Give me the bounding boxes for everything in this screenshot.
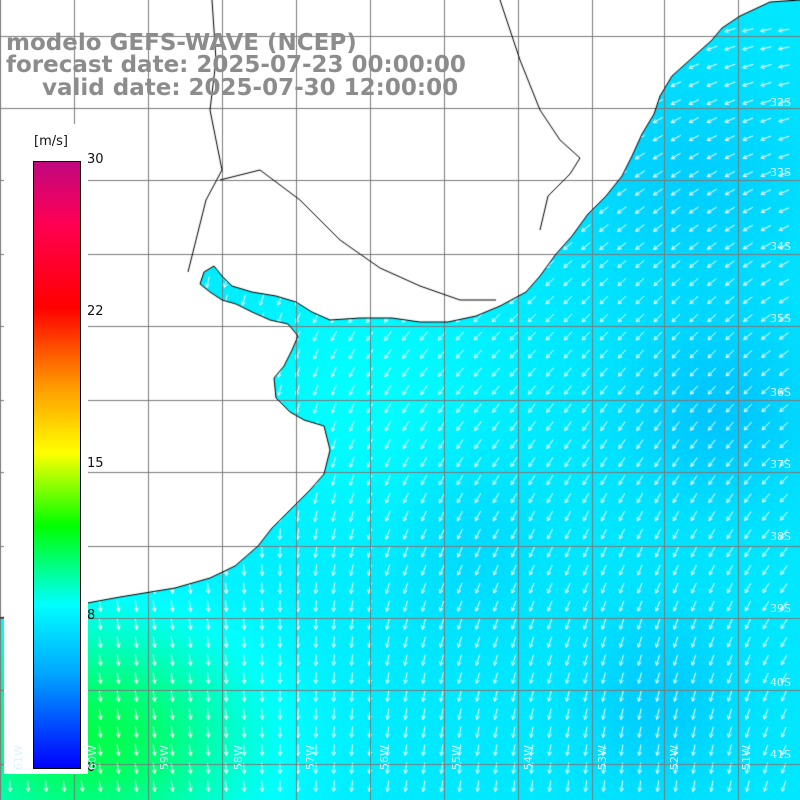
lat-label: 41S [770, 748, 791, 761]
colorbar-unit: [m/s] [34, 134, 68, 149]
lon-label: 51W [740, 745, 753, 770]
model-title: modelo GEFS-WAVE (NCEP) [6, 30, 357, 56]
colorbar-tick-label: 15 [87, 456, 104, 471]
lat-label: 37S [770, 458, 791, 471]
lon-label: 54W [522, 745, 535, 770]
valid-date: valid date: 2025-07-30 12:00:00 [42, 75, 459, 101]
lat-label: 32S [770, 96, 791, 109]
lon-label: 60W [86, 745, 99, 770]
forecast-date: forecast date: 2025-07-23 00:00:00 [6, 52, 466, 78]
lat-label: 38S [770, 530, 791, 543]
lat-label: 39S [770, 602, 791, 615]
lon-label: 61W [12, 745, 25, 770]
colorbar-tick-label: 30 [87, 152, 104, 167]
colorbar-tick-label: 8 [87, 608, 96, 623]
lon-label: 52W [668, 745, 681, 770]
colorbar [33, 161, 81, 769]
colorbar-tick-label: 22 [87, 304, 104, 319]
lat-label: 36S [770, 386, 791, 399]
lat-label: 33S [770, 166, 791, 179]
lon-label: 53W [596, 745, 609, 770]
lon-label: 55W [450, 745, 463, 770]
colorbar-tick-label: 0 [87, 760, 96, 775]
lon-label: 59W [158, 745, 171, 770]
lat-label: 40S [770, 676, 791, 689]
lat-label: 35S [770, 312, 791, 325]
lon-label: 57W [304, 745, 317, 770]
lon-label: 56W [378, 745, 391, 770]
lat-label: 34S [770, 240, 791, 253]
lon-label: 58W [232, 745, 245, 770]
